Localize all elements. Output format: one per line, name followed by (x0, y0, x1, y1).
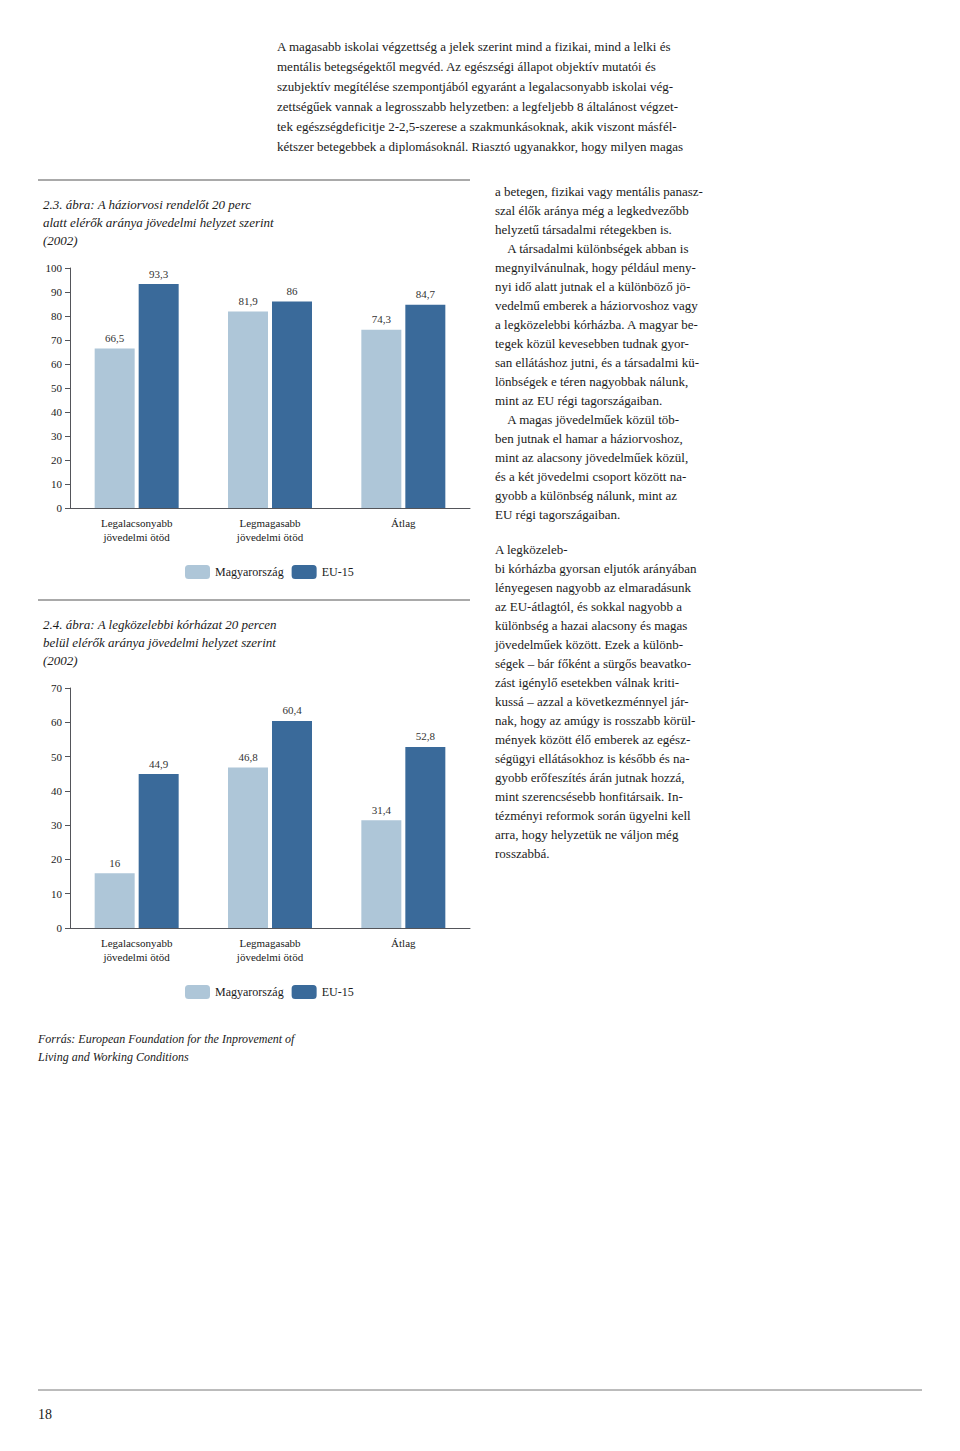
svg-text:lényegesen nagyobb az elmaradá: lényegesen nagyobb az elmaradásunk (495, 580, 692, 595)
svg-text:mint az EU régi tagországaiban: mint az EU régi tagországaiban. (495, 393, 662, 408)
svg-text:0: 0 (57, 922, 63, 934)
svg-text:és a két jövedelmi csoport köz: és a két jövedelmi csoport között na- (495, 469, 686, 484)
svg-text:50: 50 (51, 751, 63, 763)
svg-text:A magas jövedelműek közül töb-: A magas jövedelműek közül töb- (495, 412, 679, 427)
svg-text:Magyarország: Magyarország (215, 985, 284, 999)
svg-text:10: 10 (51, 478, 63, 490)
svg-text:31,4: 31,4 (372, 804, 392, 816)
svg-text:(2002): (2002) (43, 233, 78, 248)
svg-text:70: 70 (51, 334, 63, 346)
svg-text:megnyilvánulnak, hogy például: megnyilvánulnak, hogy például meny- (495, 260, 696, 275)
svg-text:Legalacsonyabb: Legalacsonyabb (101, 937, 173, 949)
svg-text:90: 90 (51, 286, 63, 298)
svg-text:vedelmű emberek a háziorvoshoz: vedelmű emberek a háziorvoshoz vagy (495, 298, 698, 313)
svg-text:81,9: 81,9 (238, 295, 258, 307)
svg-text:Legmagasabb: Legmagasabb (239, 937, 301, 949)
svg-text:nyi idő alatt jutnak el a külö: nyi idő alatt jutnak el a különböző jö- (495, 279, 690, 294)
svg-text:jövedelmi ötöd: jövedelmi ötöd (103, 531, 171, 543)
svg-text:jövedelmi ötöd: jövedelmi ötöd (236, 531, 304, 543)
svg-text:Legmagasabb: Legmagasabb (239, 517, 301, 529)
svg-text:tegek közül kevesebben tudnak: tegek közül kevesebben tudnak gyor- (495, 336, 689, 351)
svg-text:20: 20 (51, 853, 63, 865)
svg-text:belül elérők aránya jövedelmi: belül elérők aránya jövedelmi helyzet sz… (43, 635, 276, 650)
svg-text:Átlag: Átlag (391, 517, 416, 529)
svg-text:44,9: 44,9 (149, 758, 169, 770)
svg-text:az EU-átlagtól, és sokkal nagy: az EU-átlagtól, és sokkal nagyobb a (495, 599, 682, 614)
svg-text:jövedelmi ötöd: jövedelmi ötöd (236, 951, 304, 963)
svg-text:46,8: 46,8 (238, 751, 258, 763)
svg-text:szal élők aránya még a legkedv: szal élők aránya még a legkedvezőbb (495, 203, 689, 218)
svg-text:gyobb erőfeszítés árán jutnak: gyobb erőfeszítés árán jutnak hozzá, (495, 770, 685, 785)
svg-text:Living and Working Conditions: Living and Working Conditions (37, 1050, 189, 1064)
svg-text:80: 80 (51, 310, 63, 322)
svg-text:20: 20 (51, 454, 63, 466)
svg-text:2.3. ábra: A háziorvosi rendel: 2.3. ábra: A háziorvosi rendelőt 20 perc (43, 197, 251, 212)
svg-text:40: 40 (51, 785, 63, 797)
svg-text:arra, hogy helyzetük ne váljon: arra, hogy helyzetük ne váljon még (495, 827, 679, 842)
svg-text:86: 86 (287, 285, 299, 297)
svg-text:mentális betegségektől megvéd.: mentális betegségektől megvéd. Az egészs… (277, 59, 656, 74)
svg-text:0: 0 (57, 502, 63, 514)
svg-text:tek egészségdeficitje 2-2,5-sz: tek egészségdeficitje 2-2,5-szerese a sz… (277, 119, 677, 134)
svg-text:66,5: 66,5 (105, 332, 125, 344)
svg-text:a betegen, fizikai vagy mentál: a betegen, fizikai vagy mentális panasz- (495, 184, 703, 199)
svg-text:2.4. ábra: A legközelebbi kórh: 2.4. ábra: A legközelebbi kórházat 20 pe… (43, 617, 277, 632)
svg-text:mint szerencsésebb honfitársai: mint szerencsésebb honfitársaik. In- (495, 789, 683, 804)
svg-text:100: 100 (46, 262, 63, 274)
svg-text:50: 50 (51, 382, 63, 394)
svg-text:EU-15: EU-15 (322, 565, 354, 579)
svg-text:ségek – bár főként a sürgős be: ségek – bár főként a sürgős beavatko- (495, 656, 691, 671)
svg-text:16: 16 (109, 857, 121, 869)
svg-text:Magyarország: Magyarország (215, 565, 284, 579)
svg-text:jövedelműek között. Ezek a kül: jövedelműek között. Ezek a különb- (494, 637, 683, 652)
svg-text:alatt elérők aránya jövedelmi: alatt elérők aránya jövedelmi helyzet sz… (43, 215, 274, 230)
svg-text:Forrás: European Foundation fo: Forrás: European Foundation for the Inpr… (37, 1032, 296, 1046)
svg-text:60: 60 (51, 716, 63, 728)
svg-text:84,7: 84,7 (416, 288, 436, 300)
svg-text:70: 70 (51, 682, 63, 694)
svg-text:74,3: 74,3 (372, 313, 392, 325)
svg-text:lönbségek e téren nagyobbak ná: lönbségek e téren nagyobbak nálunk, (495, 374, 688, 389)
svg-text:ségügyi ellátásokhoz is később: ségügyi ellátásokhoz is később és na- (495, 751, 690, 766)
svg-text:a legközelebbi kórházba. A mag: a legközelebbi kórházba. A magyar be- (495, 317, 698, 332)
svg-text:30: 30 (51, 819, 63, 831)
svg-text:kussá – azzal a következménnye: kussá – azzal a következménnyel jár- (495, 694, 689, 709)
svg-text:szubjektív megítélése szempont: szubjektív megítélése szempontjából egya… (277, 79, 673, 94)
svg-text:30: 30 (51, 430, 63, 442)
svg-text:különbség a hazai alacsony és: különbség a hazai alacsony és magas (495, 618, 687, 633)
svg-text:rosszabbá.: rosszabbá. (495, 846, 550, 861)
svg-text:ben jutnak el hamar a háziorvo: ben jutnak el hamar a háziorvoshoz, (495, 431, 683, 446)
svg-text:zettségűek vannak a legrosszab: zettségűek vannak a legrosszabb helyzetb… (277, 99, 678, 114)
svg-text:60,4: 60,4 (282, 704, 302, 716)
svg-text:A magasabb iskolai végzettség: A magasabb iskolai végzettség a jelek sz… (277, 39, 670, 54)
svg-text:Legalacsonyabb: Legalacsonyabb (101, 517, 173, 529)
svg-text:mények között élő emberek az e: mények között élő emberek az egész- (495, 732, 690, 747)
svg-text:93,3: 93,3 (149, 268, 169, 280)
svg-text:jövedelmi ötöd: jövedelmi ötöd (103, 951, 171, 963)
svg-text:A társadalmi különbségek abban: A társadalmi különbségek abban is (495, 241, 689, 256)
svg-text:40: 40 (51, 406, 63, 418)
svg-text:(2002): (2002) (43, 653, 78, 668)
svg-text:10: 10 (51, 888, 63, 900)
svg-text:Átlag: Átlag (391, 937, 416, 949)
svg-text:mint az alacsony jövedelműek k: mint az alacsony jövedelműek közül, (495, 450, 688, 465)
svg-text:nak, hogy az amúgy is rosszabb: nak, hogy az amúgy is rosszabb körül- (495, 713, 695, 728)
svg-text:A legközeleb-: A legközeleb- (495, 542, 568, 557)
svg-text:kétszer betegebbek a diplomáso: kétszer betegebbek a diplomásoknál. Rias… (277, 139, 683, 154)
svg-text:helyzetű társadalmi rétegekben: helyzetű társadalmi rétegekben is. (495, 222, 672, 237)
svg-text:EU-15: EU-15 (322, 985, 354, 999)
svg-text:bi kórházba gyorsan eljutók ar: bi kórházba gyorsan eljutók arányában (495, 561, 697, 576)
svg-text:EU régi tagországaiban.: EU régi tagországaiban. (495, 507, 620, 522)
svg-text:52,8: 52,8 (416, 730, 436, 742)
svg-text:san ellátáshoz jutni, és a tár: san ellátáshoz jutni, és a társadalmi kü… (495, 355, 699, 370)
svg-text:18: 18 (38, 1407, 52, 1422)
svg-text:60: 60 (51, 358, 63, 370)
svg-text:gyobb a különbség nálunk, mint: gyobb a különbség nálunk, mint az (495, 488, 677, 503)
svg-text:tézményi reformok során ügyeln: tézményi reformok során ügyelni kell (495, 808, 691, 823)
svg-text:zást igénylő esetekben válnak: zást igénylő esetekben válnak kriti- (495, 675, 679, 690)
